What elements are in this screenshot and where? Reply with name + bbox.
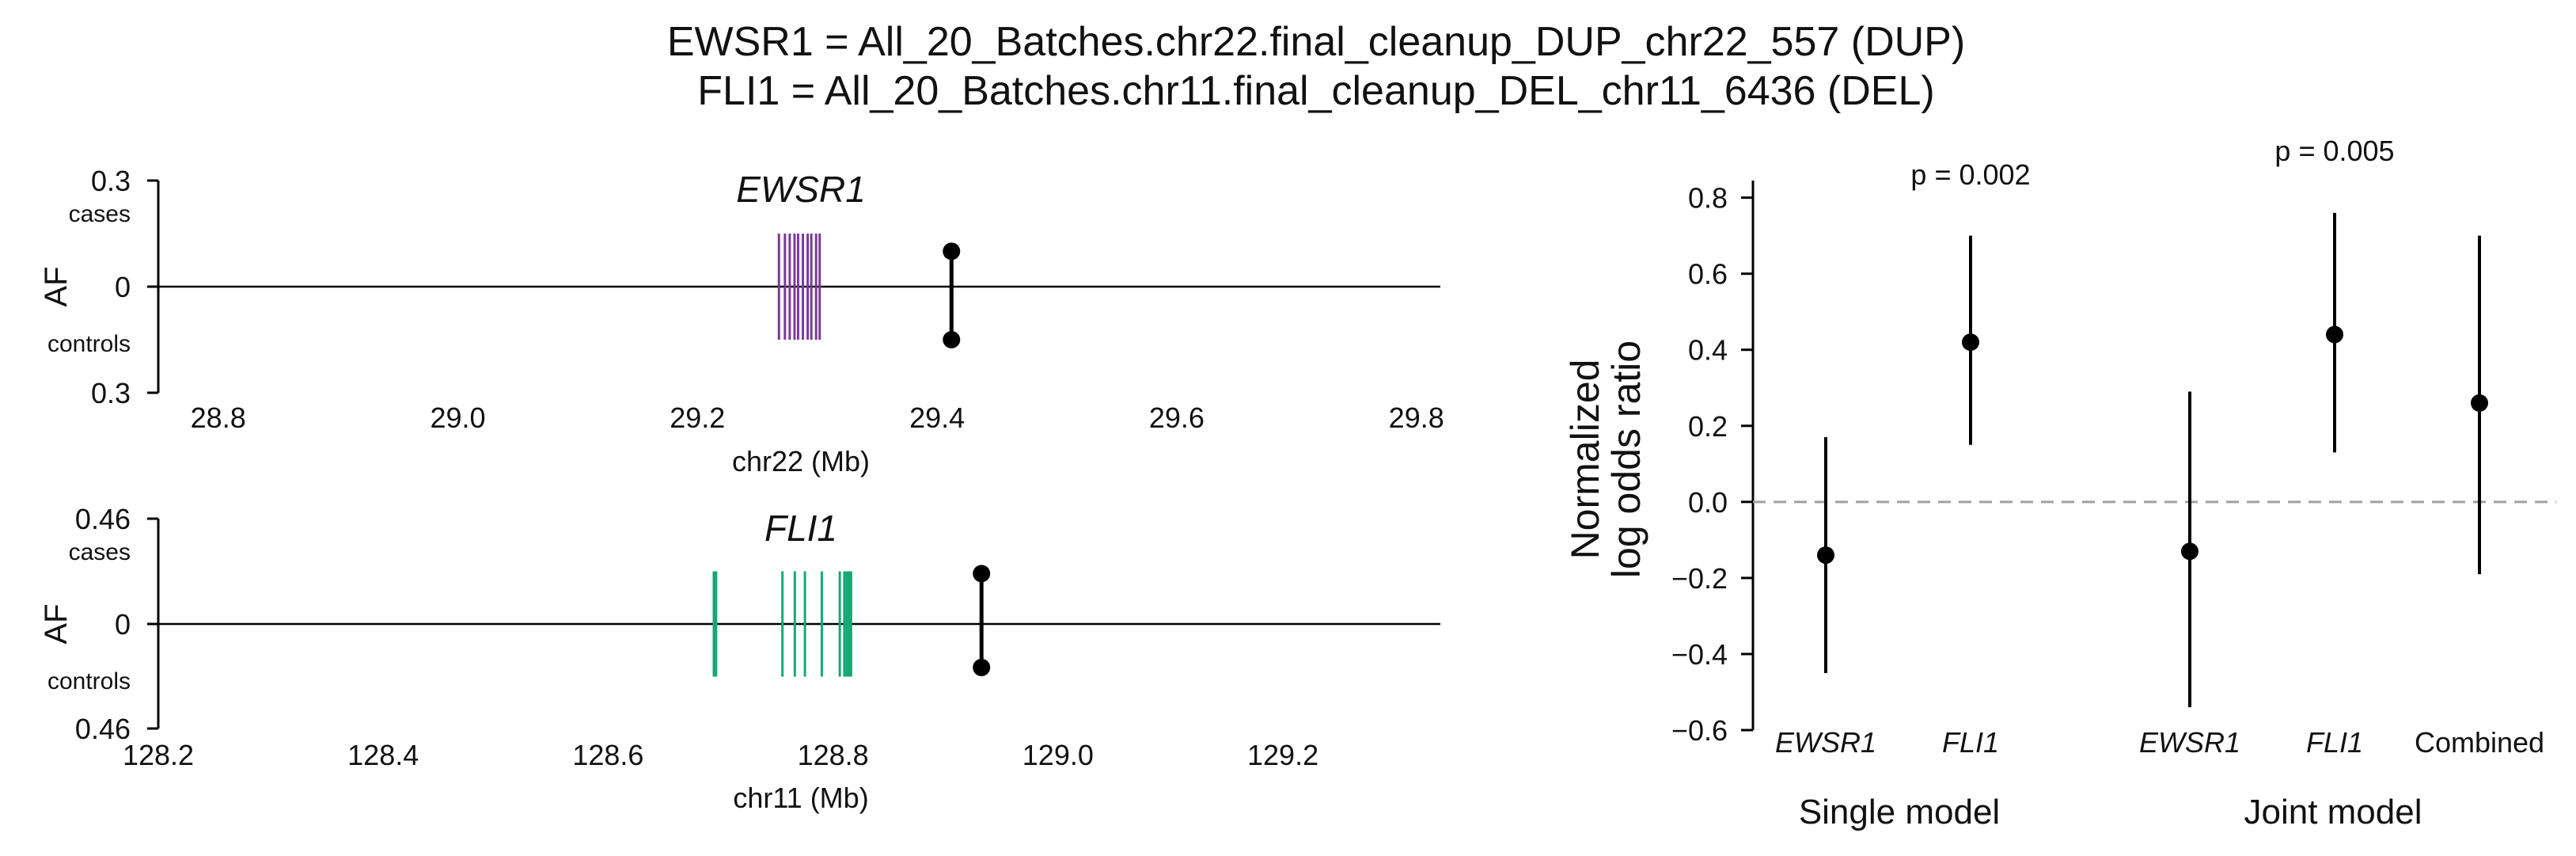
ewsr1-xtick-label: 28.8 xyxy=(191,401,246,434)
forest-category-label: EWSR1 xyxy=(2139,726,2240,759)
ewsr1-xtick-label: 29.6 xyxy=(1149,401,1205,434)
ewsr1-sv-group xyxy=(943,242,961,348)
fli1-ytick-top-label: 0.46 xyxy=(75,503,131,535)
fli1-x-axis-label: chr11 (Mb) xyxy=(733,782,868,814)
fli1-gene-label: FLI1 xyxy=(764,508,837,549)
forest-ytick-label: 0.6 xyxy=(1688,258,1728,291)
forest-category-label: EWSR1 xyxy=(1775,726,1876,759)
ewsr1-ytick-mid-label: 0 xyxy=(115,271,131,303)
fli1-sv-case-point xyxy=(973,565,991,583)
ewsr1-locus-panel: 0.3 0 0.3 cases controls AF EWSR1 28.8 29… xyxy=(39,165,1444,477)
forest-estimate-point xyxy=(1817,546,1834,565)
ewsr1-x-ticks: 28.8 29.0 29.2 29.4 29.6 29.8 xyxy=(191,401,1444,434)
ewsr1-x-axis-label: chr22 (Mb) xyxy=(732,445,870,477)
forest-estimate-point xyxy=(2181,542,2199,561)
ewsr1-xtick-label: 29.0 xyxy=(430,401,485,434)
fli1-locus-panel: 0.46 0 0.46 cases controls AF FLI1 128.2… xyxy=(39,503,1440,814)
ewsr1-exon-group xyxy=(777,234,821,340)
ewsr1-gene-label: EWSR1 xyxy=(736,169,866,210)
forest-y-ticks: 0.8 0.6 0.4 0.2 0.0 −0.2 −0.4 −0.6 xyxy=(1671,182,1753,747)
fli1-cases-label: cases xyxy=(69,539,131,565)
fli1-xtick-label: 128.2 xyxy=(123,739,194,771)
fli1-sv-control-point xyxy=(973,658,991,676)
forest-panel: 0.8 0.6 0.4 0.2 0.0 −0.2 −0.4 −0.6 Normalized l… xyxy=(1563,135,2556,831)
fli1-ytick-mid-label: 0 xyxy=(115,608,131,641)
forest-category-label: FLI1 xyxy=(2306,726,2363,759)
fli1-controls-label: controls xyxy=(47,668,131,694)
forest-points: EWSR1 FLI1 EWSR1 FLI1 Combined xyxy=(1775,212,2544,759)
ewsr1-ytick-bottom-label: 0.3 xyxy=(91,377,131,409)
forest-y-axis-label-line1: Normalized xyxy=(1563,360,1607,560)
ewsr1-controls-label: controls xyxy=(47,331,131,357)
forest-estimate-point xyxy=(1962,333,1979,352)
ewsr1-xtick-label: 29.2 xyxy=(670,401,725,434)
forest-ytick-label: −0.4 xyxy=(1671,638,1728,671)
fli1-sv-group xyxy=(973,565,991,676)
forest-y-axis-label-line2: log odds ratio xyxy=(1604,340,1648,578)
ewsr1-ytick-top-label: 0.3 xyxy=(91,165,131,197)
fli1-ytick-bottom-label: 0.46 xyxy=(75,713,131,745)
single-model-group-label: Single model xyxy=(1799,793,2000,831)
fli1-xtick-label: 129.2 xyxy=(1247,739,1318,771)
fli1-xtick-label: 128.6 xyxy=(572,739,643,771)
ewsr1-y-axis-label: AF xyxy=(39,266,74,306)
fli1-xtick-label: 129.0 xyxy=(1022,739,1094,771)
forest-ytick-label: −0.2 xyxy=(1671,562,1728,595)
figure-title-line2: FLI1 = All_20_Batches.chr11.final_cleanu… xyxy=(697,68,1934,114)
fli1-exon-group xyxy=(712,571,852,677)
ewsr1-sv-case-point xyxy=(943,242,961,261)
forest-estimate-point xyxy=(2471,394,2488,412)
fli1-x-ticks: 128.2 128.4 128.6 128.8 129.0 129.2 xyxy=(123,739,1318,771)
forest-ytick-label: 0.4 xyxy=(1688,334,1728,367)
forest-ytick-label: 0.2 xyxy=(1688,410,1728,443)
ewsr1-xtick-label: 29.8 xyxy=(1389,401,1444,434)
ewsr1-xtick-label: 29.4 xyxy=(909,401,965,434)
forest-estimate-point xyxy=(2326,325,2343,344)
forest-category-label: FLI1 xyxy=(1942,726,1999,759)
forest-category-label: Combined xyxy=(2415,726,2544,759)
single-model-p-value: p = 0.002 xyxy=(1910,158,2030,191)
forest-ytick-label: −0.6 xyxy=(1671,714,1728,747)
fli1-xtick-label: 128.4 xyxy=(347,739,419,771)
joint-model-p-value: p = 0.005 xyxy=(2274,135,2394,167)
fli1-xtick-label: 128.8 xyxy=(798,739,869,771)
ewsr1-cases-label: cases xyxy=(69,201,131,227)
forest-ytick-label: 0.0 xyxy=(1688,486,1728,519)
figure-title-line1: EWSR1 = All_20_Batches.chr22.final_clean… xyxy=(667,19,1965,65)
fli1-y-axis-label: AF xyxy=(39,603,74,644)
forest-ytick-label: 0.8 xyxy=(1688,182,1728,215)
joint-model-group-label: Joint model xyxy=(2244,793,2422,831)
ewsr1-sv-control-point xyxy=(943,331,961,348)
